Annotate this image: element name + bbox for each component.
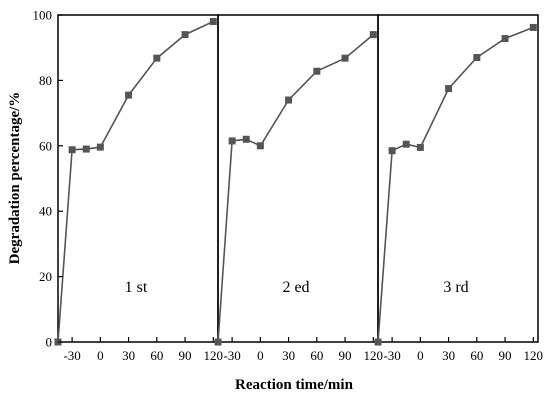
- x-tick-label: 30: [442, 348, 455, 363]
- data-point: [341, 54, 349, 62]
- panel-2: -30 0 30 60 90 120 2 ed: [214, 14, 384, 363]
- y-axis-title: Degradation percentage/%: [7, 92, 23, 265]
- x-tick-label: 0: [257, 348, 264, 363]
- x-tick-label: 120: [364, 348, 384, 363]
- x-tick-label: -30: [223, 348, 240, 363]
- panel-frame: [377, 14, 539, 343]
- x-axis-title: Reaction time/min: [235, 377, 354, 393]
- y-tick-label: 100: [33, 8, 53, 23]
- data-point: [256, 142, 264, 150]
- panel-3: -30 0 30 60 90 120 3 rd: [374, 14, 544, 363]
- x-tick-label: 0: [417, 348, 424, 363]
- x-tick-label: 60: [310, 348, 323, 363]
- x-tick-label: 90: [339, 348, 352, 363]
- y-tick-label: 80: [39, 73, 52, 88]
- data-point: [445, 85, 453, 93]
- data-point: [285, 96, 293, 104]
- x-tick-label: -30: [383, 348, 400, 363]
- y-axis: 0 20 40 60 80 100: [33, 8, 63, 350]
- data-point: [402, 140, 410, 148]
- y-tick-label: 0: [46, 335, 53, 350]
- panel-1: -30 0 30 60 90 120 1 st: [54, 14, 224, 363]
- x-tick-label: -30: [63, 348, 80, 363]
- panels-group: -30 0 30 60 90 120 1 st -30 0 30 60 90 120 2 ed -30 0 30…: [54, 14, 544, 363]
- x-tick-label: 120: [524, 348, 544, 363]
- x-tick-label: 90: [179, 348, 192, 363]
- data-point: [181, 31, 189, 39]
- x-tick-label: 60: [470, 348, 483, 363]
- data-point: [388, 147, 396, 155]
- data-point: [242, 135, 250, 143]
- panel-label: 3 rd: [443, 279, 468, 296]
- y-tick-label: 40: [39, 204, 52, 219]
- data-point: [473, 54, 481, 62]
- data-point: [313, 67, 321, 75]
- panel-label: 1 st: [125, 279, 148, 296]
- panel-label: 2 ed: [282, 279, 309, 296]
- x-tick-label: 120: [204, 348, 224, 363]
- x-tick-label: 0: [97, 348, 104, 363]
- data-point: [68, 146, 76, 154]
- data-point: [416, 143, 424, 151]
- x-tick-label: 30: [122, 348, 135, 363]
- data-point: [374, 338, 382, 346]
- data-point: [82, 145, 90, 153]
- data-point: [214, 338, 222, 346]
- x-tick-label: 30: [282, 348, 295, 363]
- data-point: [96, 143, 104, 151]
- data-point: [501, 35, 509, 43]
- x-tick-label: 90: [499, 348, 512, 363]
- data-point: [369, 31, 377, 39]
- data-point: [125, 91, 133, 99]
- data-point: [153, 54, 161, 62]
- y-tick-label: 20: [39, 269, 52, 284]
- data-point: [529, 23, 537, 31]
- data-point: [228, 137, 236, 145]
- x-tick-label: 60: [150, 348, 163, 363]
- y-tick-label: 60: [39, 138, 52, 153]
- data-point: [209, 18, 217, 26]
